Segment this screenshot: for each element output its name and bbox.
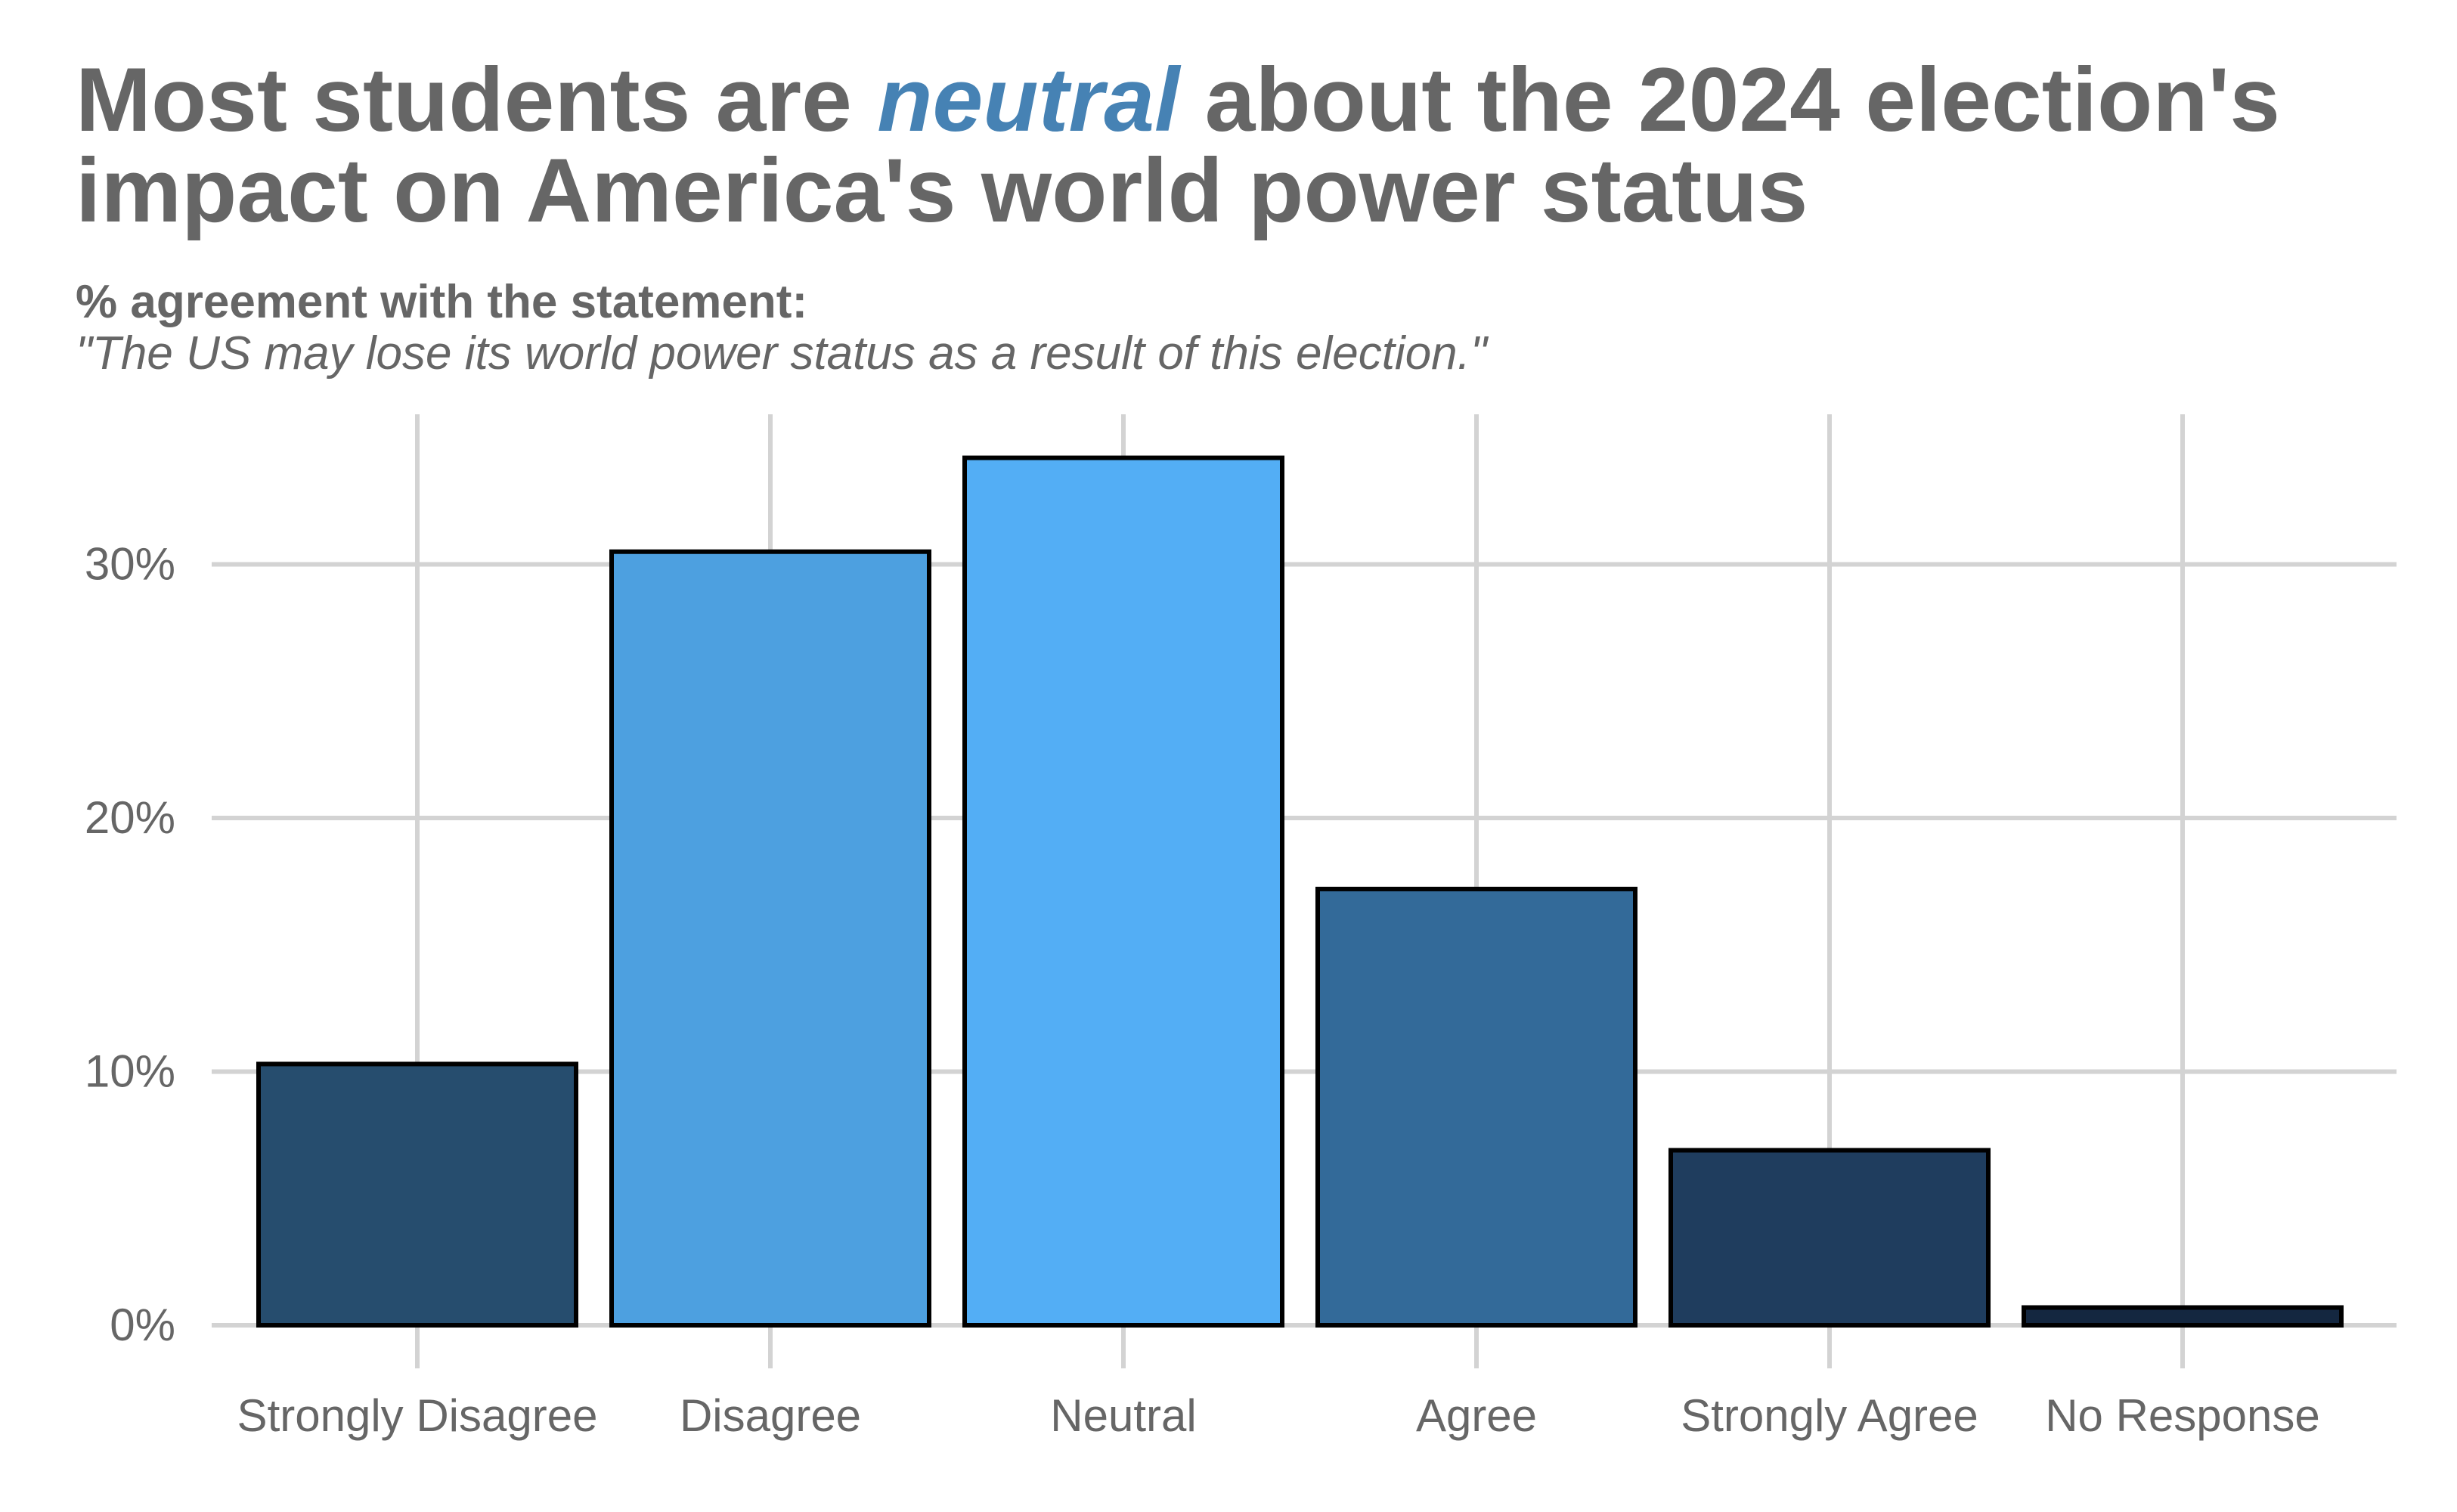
survey-statement: "The US may lose its world power status … <box>76 327 1487 380</box>
y-tick-label: 30% <box>85 539 175 590</box>
bar-agree <box>1315 886 1637 1328</box>
title-prefix: Most students are <box>76 49 878 150</box>
x-tick-label: No Response <box>2045 1390 2320 1441</box>
x-tick-label: Disagree <box>680 1390 861 1441</box>
bar-disagree <box>609 549 931 1328</box>
bar-no-response <box>2022 1305 2344 1328</box>
title-highlight: neutral <box>877 49 1180 150</box>
chart-title: Most students are neutral about the 2024… <box>76 54 2419 236</box>
x-axis-tick-labels: Strongly Disagree Disagree Neutral Agree Str… <box>237 1390 2320 1441</box>
bars <box>256 455 2344 1328</box>
x-tick-label: Strongly Agree <box>1681 1390 1978 1441</box>
y-tick-label: 0% <box>110 1300 175 1350</box>
bar-strongly-disagree <box>256 1061 578 1328</box>
title-line2: impact on America's world power status <box>76 140 1808 241</box>
y-tick-label: 10% <box>85 1046 175 1097</box>
title-line1-suffix: about the 2024 election's <box>1179 49 2280 150</box>
x-tick-label: Strongly Disagree <box>237 1390 598 1441</box>
x-tick-label: Agree <box>1416 1390 1537 1441</box>
bar-strongly-agree <box>1668 1148 1991 1328</box>
x-tick-label: Neutral <box>1050 1390 1196 1441</box>
bar-neutral <box>962 455 1284 1328</box>
y-tick-label: 20% <box>85 792 175 843</box>
chart-subtitle: % agreement with the statement: <box>76 276 808 328</box>
y-axis-tick-labels: 0% 10% 20% 30% <box>85 539 175 1351</box>
